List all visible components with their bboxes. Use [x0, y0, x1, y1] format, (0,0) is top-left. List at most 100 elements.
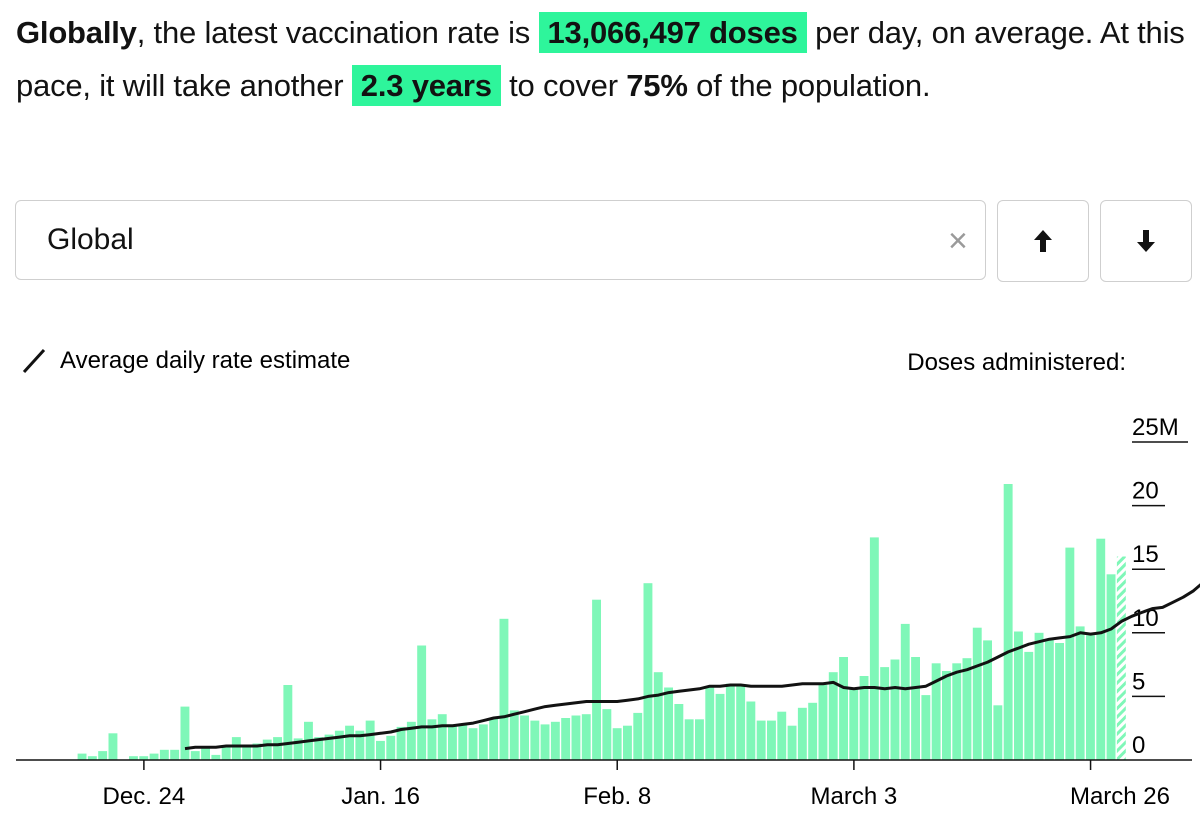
x-tick-label: March 3 — [811, 783, 898, 810]
daily-dose-bar — [406, 721, 416, 760]
close-icon[interactable]: × — [948, 222, 968, 260]
daily-dose-bar — [983, 640, 992, 760]
daily-dose-bar — [252, 743, 262, 760]
daily-dose-bar — [684, 719, 694, 760]
daily-dose-bar — [911, 657, 920, 760]
daily-dose-bar — [190, 751, 200, 760]
daily-dose-bar — [561, 718, 571, 760]
daily-dose-bar — [108, 733, 118, 760]
daily-dose-bar — [664, 687, 673, 760]
y-top-label: 25M — [1132, 414, 1179, 441]
daily-dose-bar — [489, 718, 499, 760]
unit-label: Doses administered: — [907, 349, 1126, 376]
daily-dose-bar — [1044, 639, 1054, 760]
daily-dose-bar — [478, 724, 488, 760]
daily-dose-bar — [396, 726, 406, 760]
daily-dose-bar — [736, 685, 746, 760]
location-search[interactable]: Global × — [15, 200, 986, 280]
daily-dose-bar — [931, 663, 941, 760]
daily-dose-bar — [129, 756, 138, 760]
daily-dose-bar — [581, 714, 591, 760]
daily-dose-bar — [211, 754, 221, 760]
daily-dose-bar — [365, 720, 375, 760]
summary-text-4: of the population. — [687, 68, 931, 103]
daily-dose-bar — [273, 737, 282, 760]
daily-dose-bar — [87, 756, 97, 760]
daily-dose-bar — [921, 695, 931, 760]
daily-dose-bar — [972, 627, 982, 760]
y-tick-label: 15 — [1132, 541, 1159, 568]
daily-dose-bar — [376, 740, 385, 760]
x-tick-label: Dec. 24 — [103, 783, 186, 810]
summary-text-2: per day, on average. At this pace, it wi… — [16, 15, 1185, 103]
daily-dose-bar — [633, 712, 643, 760]
daily-dose-bar — [293, 738, 303, 760]
daily-dose-bar — [653, 672, 663, 760]
x-ticks: Dec. 24 Jan. 16 Feb. 8 March 3 March 26 — [103, 760, 1170, 810]
daily-dose-bar — [1106, 574, 1116, 760]
daily-dose-bar — [283, 685, 293, 760]
x-tick-label: March 26 — [1070, 783, 1170, 810]
daily-dose-bar — [427, 719, 437, 760]
daily-dose-bar — [890, 659, 900, 760]
daily-dose-bar — [180, 706, 190, 760]
daily-dose-bar — [1014, 631, 1023, 760]
daily-dose-bar — [962, 658, 972, 760]
daily-dose-bar — [159, 749, 169, 760]
daily-dose-bar — [880, 667, 890, 760]
y-tick-label: 5 — [1132, 668, 1145, 695]
daily-dose-bar — [437, 714, 447, 760]
daily-dose-bar — [231, 737, 241, 760]
daily-dose-bar — [468, 728, 478, 760]
daily-dose-bar — [386, 735, 396, 760]
vaccination-summary: Globally, the latest vaccination rate is… — [16, 6, 1191, 112]
daily-dose-bar — [900, 623, 910, 760]
x-tick-label: Jan. 16 — [341, 783, 420, 810]
daily-dose-bar — [1055, 643, 1064, 760]
daily-dose-bar — [520, 715, 529, 760]
summary-text-3: to cover — [500, 68, 627, 103]
daily-dose-bar — [242, 746, 252, 760]
daily-dose-bar — [448, 724, 457, 760]
daily-dose-bar — [98, 751, 108, 760]
vaccination-chart: Average daily rate estimate Doses admini… — [16, 347, 1200, 810]
daily-dose-bar — [1086, 635, 1095, 760]
daily-dose-bar — [777, 711, 787, 760]
next-button[interactable] — [1100, 200, 1192, 282]
daily-dose-bar — [499, 618, 509, 760]
search-input-value[interactable]: Global — [47, 223, 134, 256]
daily-dose-bar — [1034, 632, 1044, 760]
daily-dose-bar — [818, 685, 828, 760]
daily-dose-bar — [139, 756, 149, 760]
daily-dose-bar — [849, 687, 859, 760]
daily-dose-bar — [1024, 651, 1034, 760]
daily-dose-bar — [869, 537, 879, 760]
daily-dose-bar — [77, 753, 87, 760]
daily-dose-bar — [797, 707, 807, 760]
daily-dose-bar — [314, 737, 324, 760]
daily-dose-bar — [602, 709, 612, 760]
daily-dose-bar — [149, 753, 159, 760]
daily-dose-bar — [808, 702, 818, 760]
daily-dose-bar — [1096, 538, 1106, 760]
years-highlight: 2.3 years — [351, 65, 501, 106]
summary-text-1: , the latest vaccination rate is — [136, 15, 539, 50]
y-tick-label: 0 — [1132, 732, 1145, 759]
daily-dose-bar — [715, 693, 725, 760]
average-rate-line — [184, 583, 1200, 751]
daily-dose-bar — [530, 720, 540, 760]
daily-dose-bar — [571, 715, 581, 760]
daily-dose-bar — [1065, 547, 1075, 760]
daily-dose-bar — [828, 672, 838, 760]
daily-dose-bar — [324, 734, 334, 760]
daily-dose-bar — [170, 749, 180, 760]
daily-dose-bar — [221, 746, 231, 760]
daily-dose-bar — [262, 739, 272, 760]
daily-dose-bar — [674, 704, 684, 760]
arrow-down-icon — [1137, 230, 1155, 252]
daily-dose-bar — [540, 724, 550, 760]
daily-dose-bar — [612, 728, 622, 760]
x-tick-label: Feb. 8 — [583, 783, 651, 810]
legend-label: Average daily rate estimate — [60, 347, 350, 374]
previous-button[interactable] — [997, 200, 1089, 282]
